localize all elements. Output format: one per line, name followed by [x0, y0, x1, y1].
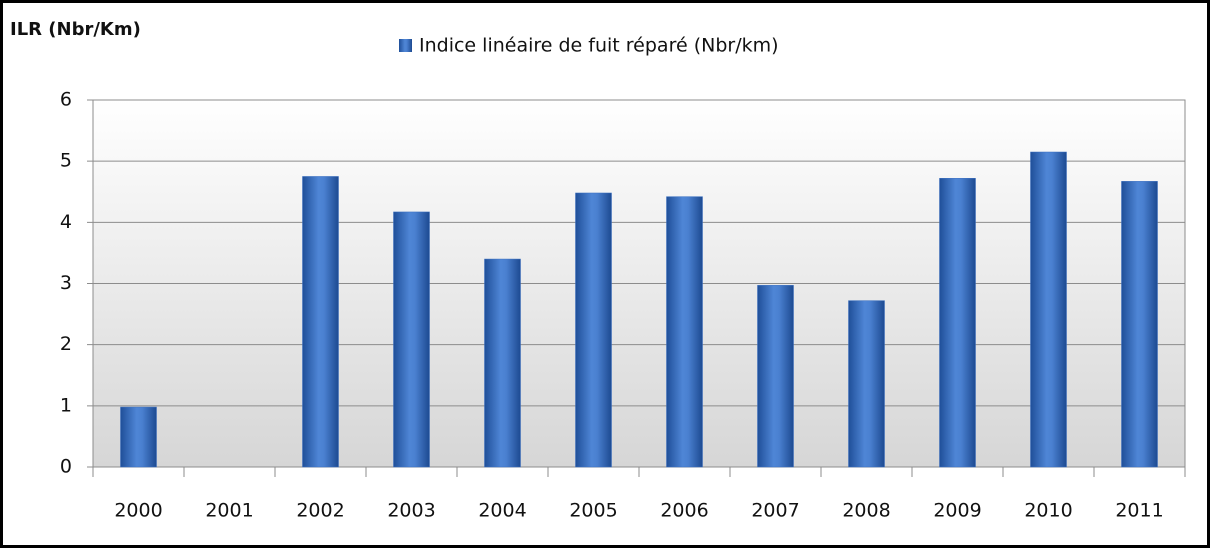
bar: [302, 176, 339, 468]
x-tick-label: 2011: [1115, 500, 1163, 522]
y-tick-label: 3: [60, 272, 72, 294]
bar: [1121, 181, 1158, 468]
bar: [939, 178, 976, 468]
x-tick-label: 2010: [1024, 500, 1072, 522]
y-tick-label: 2: [60, 333, 72, 355]
legend-label: Indice linéaire de fuit réparé (Nbr/km): [419, 35, 779, 57]
bar: [484, 258, 521, 468]
x-tick-label: 2005: [569, 500, 617, 522]
y-tick-label: 4: [60, 211, 72, 233]
bar: [1030, 151, 1067, 468]
bar: [848, 300, 885, 468]
y-tick-label: 5: [60, 150, 72, 172]
y-tick-label: 0: [60, 456, 72, 478]
bar: [120, 406, 157, 468]
x-tick-label: 2002: [296, 500, 344, 522]
bar: [666, 196, 703, 468]
legend-swatch: [399, 39, 412, 52]
x-tick-label: 2009: [933, 500, 981, 522]
bar: [757, 285, 794, 468]
x-tick-label: 2001: [205, 500, 253, 522]
x-tick-label: 2007: [751, 500, 799, 522]
x-tick-label: 2008: [842, 500, 890, 522]
y-axis-title: ILR (Nbr/Km): [10, 19, 141, 40]
y-tick-label: 1: [60, 394, 72, 416]
x-tick-label: 2003: [387, 500, 435, 522]
x-tick-label: 2000: [114, 500, 162, 522]
y-tick-label: 6: [60, 89, 72, 111]
bar: [575, 192, 612, 468]
bar: [393, 211, 430, 468]
x-tick-label: 2006: [660, 500, 708, 522]
x-tick-label: 2004: [478, 500, 526, 522]
